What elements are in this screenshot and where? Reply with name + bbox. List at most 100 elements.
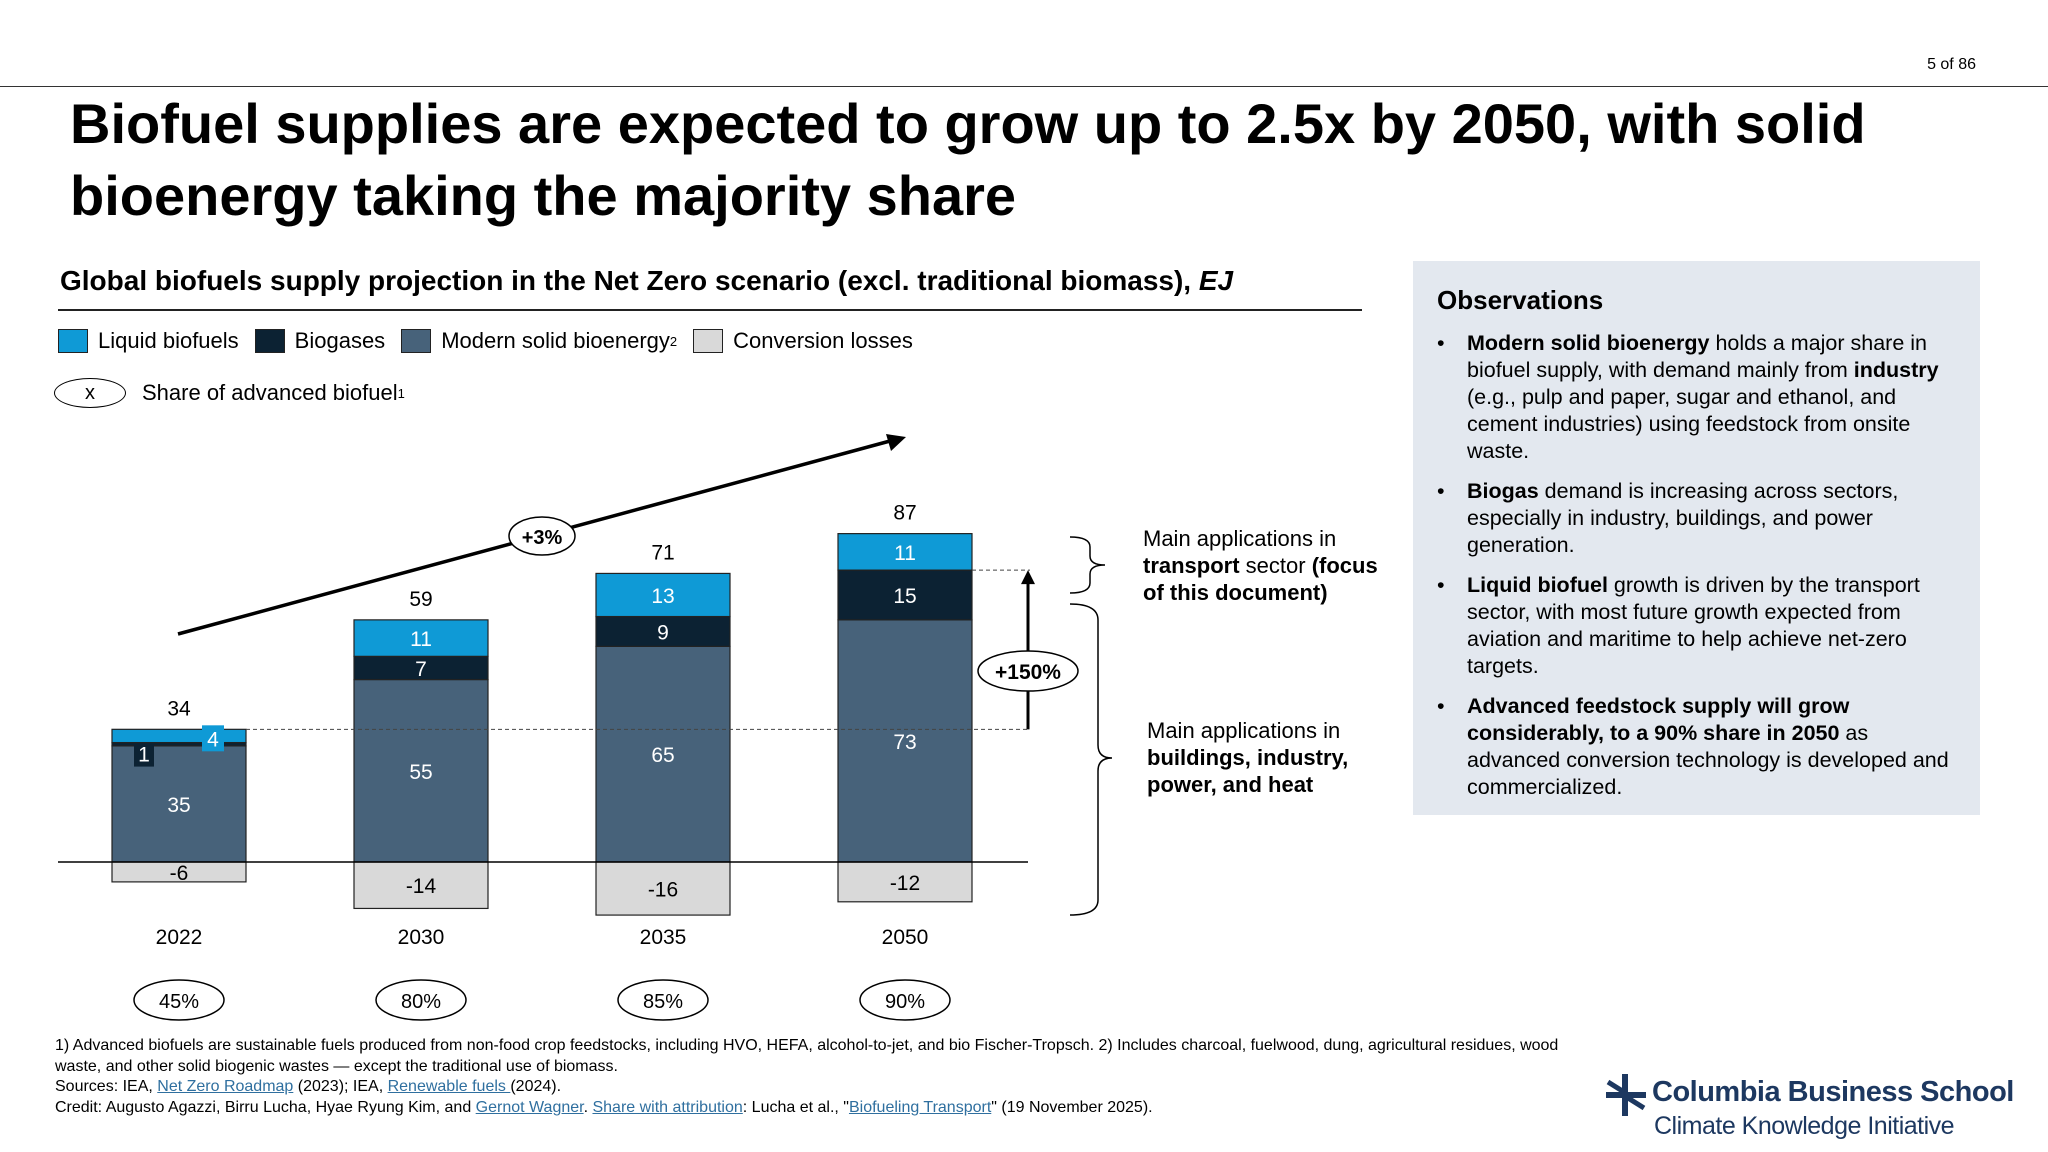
data-label: 73 (893, 731, 916, 754)
observation-body2: (e.g., pulp and paper, sugar and ethanol… (1467, 385, 1911, 463)
subtitle-main: Global biofuels supply projection in the… (60, 265, 1199, 296)
share-pill (375, 979, 467, 1021)
annotation-transport-bold2: (focus (1311, 553, 1378, 578)
credit-mid: : Lucha et al., " (742, 1098, 849, 1116)
legend-share: x Share of advanced biofuel 1 (54, 378, 405, 408)
gernot-wagner-link[interactable]: Gernot Wagner (475, 1098, 584, 1116)
annotation-buildings-bold1: buildings, industry, (1147, 745, 1349, 770)
observation-item: • Biogas demand is increasing across sect… (1437, 478, 1958, 559)
total-label: 59 (409, 588, 432, 611)
data-label: -16 (648, 879, 678, 902)
observation-body: growth is driven by the transport sector… (1467, 573, 1920, 678)
sources-mid: (2023); IEA, (293, 1078, 388, 1095)
legend-liquid-label: Liquid biofuels (98, 328, 239, 353)
data-label-box (202, 725, 224, 752)
bullet-icon: • (1437, 331, 1445, 355)
net-zero-roadmap-link[interactable]: Net Zero Roadmap (157, 1078, 294, 1095)
bullet-icon: • (1437, 479, 1445, 503)
legend-solid-label: Modern solid bioenergy (441, 328, 670, 353)
bar-segment (111, 728, 247, 744)
bullet-icon: • (1437, 694, 1445, 718)
footnote-definitions: 1) Advanced biofuels are sustainable fue… (55, 1037, 1559, 1075)
subtitle-unit: EJ (1198, 265, 1234, 296)
observation-item: • Modern solid bioenergy holds a major sh… (1437, 330, 1958, 465)
sources-suffix: (2024). (510, 1078, 562, 1095)
legend-share-sup: 1 (397, 385, 405, 401)
data-label: 7 (415, 658, 427, 681)
bar-segment-losses (837, 861, 973, 903)
annotation-buildings-line2: buildings, industry, (1147, 744, 1348, 771)
annotation-buildings-bold2: power, and heat (1147, 772, 1314, 797)
legend-losses-label: Conversion losses (733, 328, 913, 353)
annotation-transport-line3: of this document) (1143, 579, 1378, 606)
observation-bold2: industry (1853, 358, 1939, 382)
trend-arrow-head (886, 434, 906, 451)
chart-subtitle: Global biofuels supply projection in the… (60, 265, 1233, 297)
share-pill (859, 979, 951, 1021)
legend-solid-sup: 2 (669, 333, 678, 349)
legend-liquid: Liquid biofuels (58, 328, 239, 354)
data-label: 13 (651, 585, 674, 608)
bar-segment-losses (595, 861, 731, 916)
total-label: 34 (167, 697, 191, 720)
data-label: 55 (409, 761, 432, 784)
credit-suffix: " (19 November 2025). (991, 1098, 1153, 1116)
biofueling-transport-link[interactable]: Biofueling Transport (848, 1098, 992, 1116)
annotation-buildings-line3: power, and heat (1147, 771, 1348, 798)
observation-bold: Liquid biofuel (1467, 573, 1608, 597)
data-label: 9 (657, 621, 669, 644)
page-number: 5 of 86 (1927, 56, 1976, 73)
legend-losses: Conversion losses (693, 328, 913, 354)
share-label: 90% (885, 991, 925, 1013)
observation-bold: Modern solid bioenergy (1467, 331, 1710, 355)
annotation-transport-bold3: of this document) (1143, 580, 1328, 605)
brace-buildings (1069, 603, 1113, 916)
x-tick-label: 2050 (882, 926, 929, 949)
bar-segment-losses (353, 861, 489, 910)
data-label: 15 (893, 585, 916, 608)
observations-title: Observations (1437, 285, 1604, 315)
observation-text: Biogas demand is increasing across secto… (1467, 478, 1958, 559)
total-label: 71 (651, 541, 674, 564)
annotation-buildings-line1: Main applications in (1147, 718, 1341, 743)
data-label: 35 (167, 794, 190, 817)
annotation-transport: Main applications in transport sector (f… (1143, 525, 1378, 606)
observation-item: • Advanced feedstock supply will grow con… (1437, 693, 1958, 801)
bar-segment (837, 569, 973, 621)
share-with-attribution-link[interactable]: Share with attribution (592, 1098, 743, 1116)
x-tick-label: 2030 (398, 926, 445, 949)
x-tick-label: 2035 (640, 926, 687, 949)
observation-body: as advanced conversion technology is dev… (1467, 721, 1949, 799)
footnote-credit: Credit: Augusto Agazzi, Birru Lucha, Hya… (55, 1098, 1595, 1119)
subtitle-rule (58, 309, 1362, 311)
share-pill (133, 979, 225, 1021)
legend-share-label: Share of advanced biofuel (142, 380, 398, 405)
legend-biogases-label: Biogases (294, 328, 386, 353)
credit-prefix: Credit: Augusto Agazzi, Birru Lucha, Hya… (55, 1098, 476, 1116)
legend-swatch-biogases (254, 329, 285, 353)
annotation-buildings: Main applications in buildings, industry… (1147, 717, 1348, 798)
data-label: -12 (890, 872, 920, 895)
data-label: 65 (651, 744, 674, 767)
legend-swatch-solid (401, 329, 432, 353)
bar-segment (595, 615, 731, 647)
total-label: 87 (893, 502, 916, 525)
observation-body: holds a major share in biofuel supply, w… (1467, 331, 1927, 382)
bar-segment (595, 572, 731, 618)
annotation-transport-text1: sector (1239, 553, 1312, 578)
data-label-box (134, 740, 154, 767)
observation-bold: Advanced feedstock supply will grow cons… (1467, 694, 1850, 745)
annotation-transport-line1: Main applications in (1143, 526, 1337, 551)
renewable-fuels-link[interactable]: Renewable fuels (387, 1078, 511, 1095)
data-label: 1 (138, 744, 150, 767)
bar-segment (595, 645, 731, 863)
share-pill (617, 979, 709, 1021)
annotation-transport-bold1: transport (1143, 553, 1240, 578)
observations-panel: Observations • Modern solid bioenergy hol… (1413, 261, 1980, 815)
top-rule (0, 86, 2048, 87)
growth-arrow-head (1021, 570, 1035, 585)
legend-swatch-liquid (58, 329, 88, 353)
columbia-crown-icon (1606, 1074, 1646, 1116)
data-label: -6 (170, 862, 189, 885)
growth-pill (977, 650, 1079, 692)
